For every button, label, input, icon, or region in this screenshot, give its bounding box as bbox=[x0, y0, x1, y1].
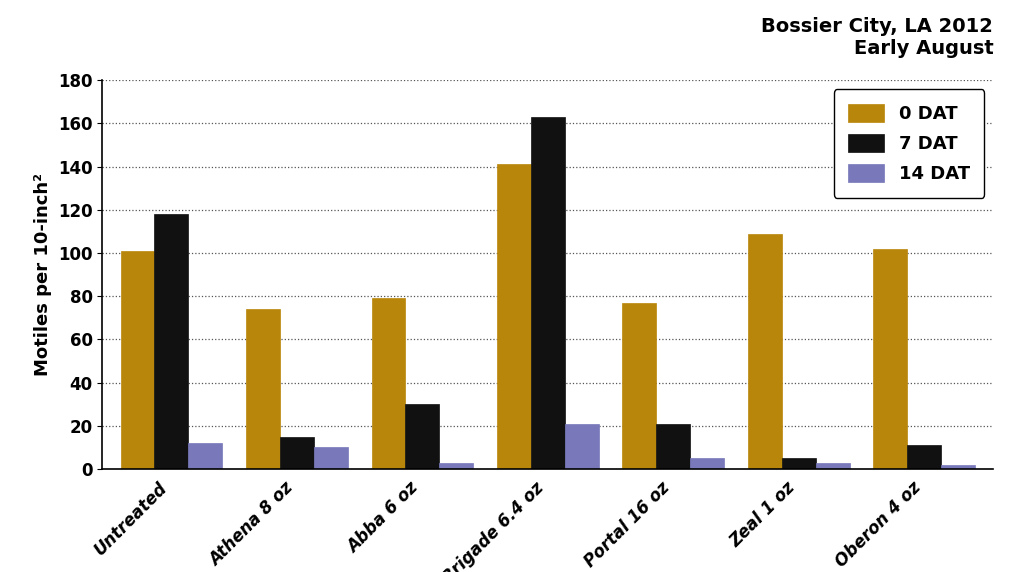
Text: Bossier City, LA 2012
Early August: Bossier City, LA 2012 Early August bbox=[762, 17, 993, 58]
Bar bbox=[155, 214, 188, 469]
Bar bbox=[313, 447, 348, 469]
Bar bbox=[782, 458, 816, 469]
Bar bbox=[406, 404, 439, 469]
Bar bbox=[941, 464, 975, 469]
Bar bbox=[816, 463, 850, 469]
Bar bbox=[439, 463, 473, 469]
Bar bbox=[907, 445, 941, 469]
Bar bbox=[748, 233, 782, 469]
Bar bbox=[372, 299, 406, 469]
Bar bbox=[497, 164, 530, 469]
Bar bbox=[280, 436, 313, 469]
Bar bbox=[188, 443, 222, 469]
Y-axis label: Motiles per 10-inch²: Motiles per 10-inch² bbox=[35, 173, 52, 376]
Bar bbox=[246, 309, 280, 469]
Legend: 0 DAT, 7 DAT, 14 DAT: 0 DAT, 7 DAT, 14 DAT bbox=[834, 89, 984, 198]
Bar bbox=[690, 458, 724, 469]
Bar bbox=[565, 424, 599, 469]
Bar bbox=[656, 424, 690, 469]
Bar bbox=[530, 117, 565, 469]
Bar bbox=[623, 303, 656, 469]
Bar bbox=[121, 251, 155, 469]
Bar bbox=[873, 249, 907, 469]
